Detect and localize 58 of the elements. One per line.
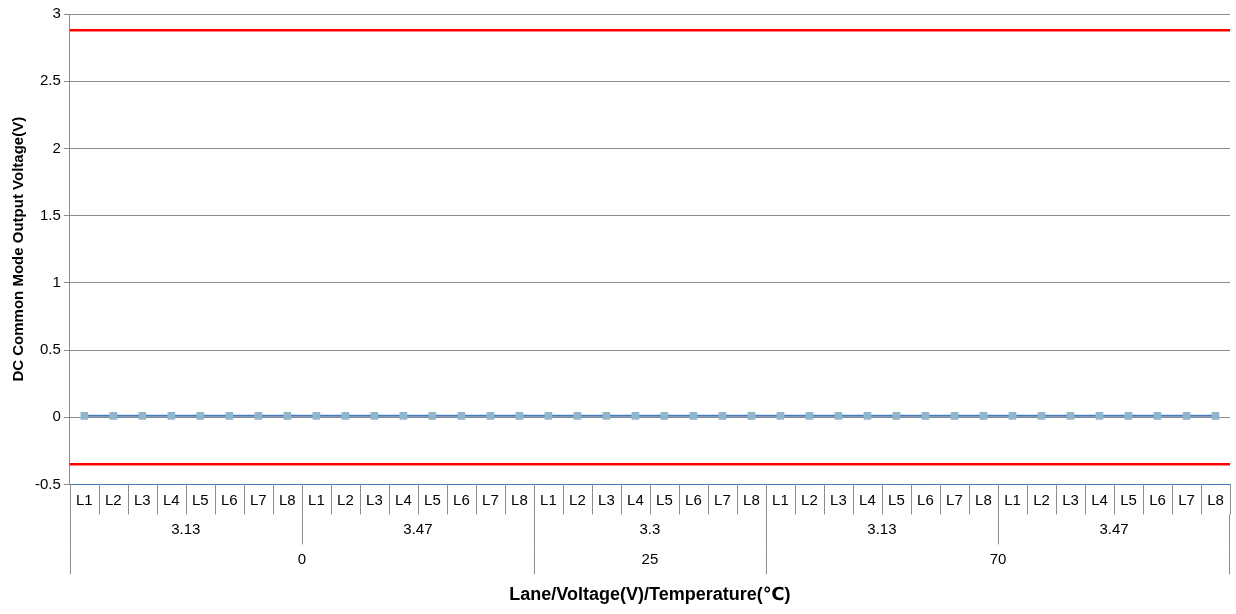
text: 0 (297, 549, 307, 567)
x-tick-label: L8 (511, 491, 528, 509)
x-tick-label: L6 (917, 491, 934, 509)
x-tick-label: L4 (163, 491, 180, 509)
y-tick-label: 0.5 (39, 340, 61, 358)
text: 3.13 (171, 519, 201, 537)
text: 70 (989, 549, 1007, 567)
x-tick-label: L8 (975, 491, 992, 509)
x-tick-label: L1 (1004, 491, 1021, 509)
y-tick-label: 0 (52, 407, 61, 425)
x-tick-label: L2 (337, 491, 354, 509)
x-tick-label: L5 (888, 491, 905, 509)
x-tick-label: L6 (221, 491, 238, 509)
y-tick-label: 1 (52, 272, 61, 290)
x-tick-label: L1 (772, 491, 789, 509)
x-tick-label: L7 (1178, 491, 1195, 509)
x-tick-label: L8 (743, 491, 760, 509)
x-tick-label: L3 (366, 491, 383, 509)
x-tick-label: L5 (656, 491, 673, 509)
x-tick-label: L1 (76, 491, 93, 509)
x-tick-label: L1 (308, 491, 325, 509)
y-tick-label: -0.5 (34, 474, 61, 492)
y-tick-label: 2 (52, 138, 61, 156)
x-tick-label: L8 (279, 491, 296, 509)
x-tick-label: L7 (946, 491, 963, 509)
x-tick-label: L3 (830, 491, 847, 509)
x-tick-label: L3 (1062, 491, 1079, 509)
x-tick-label: L4 (1091, 491, 1108, 509)
text: 3.3 (639, 519, 661, 537)
x-axis-title: Lane/Voltage(V)/Temperature(℃) (509, 584, 791, 605)
y-tick-label: 2.5 (39, 71, 61, 89)
x-tick-label: L8 (1207, 491, 1224, 509)
x-tick-label: L2 (1033, 491, 1050, 509)
x-tick-label: L7 (250, 491, 267, 509)
y-axis-title: DC Common Mode Output Voltage(V) (9, 116, 27, 382)
x-tick-label: L2 (801, 491, 818, 509)
y-tick-label: 1.5 (39, 205, 61, 223)
text: 3.47 (403, 519, 433, 537)
x-tick-label: L3 (134, 491, 151, 509)
x-tick-label: L6 (685, 491, 702, 509)
x-tick-label: L4 (859, 491, 876, 509)
x-tick-label: L6 (453, 491, 470, 509)
x-tick-label: L5 (192, 491, 209, 509)
x-tick-label: L5 (1120, 491, 1137, 509)
text: 3.13 (867, 519, 897, 537)
x-tick-label: L2 (569, 491, 586, 509)
x-tick-label: L3 (598, 491, 615, 509)
x-tick-label: L7 (482, 491, 499, 509)
x-tick-label: L5 (424, 491, 441, 509)
x-tick-label: L4 (627, 491, 644, 509)
x-tick-label: L7 (714, 491, 731, 509)
y-tick-label: 3 (52, 4, 61, 22)
text: 25 (641, 549, 659, 567)
text: 3.47 (1099, 519, 1129, 537)
x-tick-label: L2 (105, 491, 122, 509)
x-tick-label: L4 (395, 491, 412, 509)
x-tick-label: L1 (540, 491, 557, 509)
x-tick-label: L6 (1149, 491, 1166, 509)
